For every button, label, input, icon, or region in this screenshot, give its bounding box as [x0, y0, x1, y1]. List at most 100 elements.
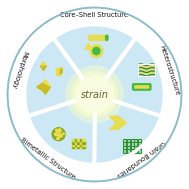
Bar — [130, 143, 134, 146]
Bar — [130, 149, 134, 153]
Bar — [77, 144, 80, 146]
Bar — [138, 146, 141, 149]
Circle shape — [60, 130, 61, 132]
Circle shape — [55, 134, 57, 136]
Circle shape — [57, 135, 59, 136]
Bar — [130, 149, 134, 153]
Circle shape — [146, 86, 149, 88]
Bar — [127, 139, 130, 142]
Circle shape — [138, 86, 140, 88]
Bar — [127, 149, 130, 153]
FancyBboxPatch shape — [132, 84, 151, 90]
Ellipse shape — [105, 35, 108, 40]
Circle shape — [25, 25, 164, 164]
Circle shape — [8, 8, 181, 181]
Bar — [127, 143, 130, 146]
Text: Grain Boundaries: Grain Boundaries — [116, 139, 166, 178]
Text: Morphology: Morphology — [10, 50, 28, 90]
Bar — [134, 143, 137, 146]
Circle shape — [59, 136, 60, 137]
Bar — [123, 149, 126, 153]
Bar — [127, 146, 130, 149]
Bar — [134, 149, 137, 153]
Bar — [82, 146, 84, 148]
Bar — [75, 146, 77, 148]
Circle shape — [59, 129, 60, 130]
Bar — [82, 141, 84, 144]
Text: Heterostructure: Heterostructure — [159, 44, 181, 96]
Circle shape — [60, 134, 61, 135]
Bar — [134, 139, 137, 142]
Bar — [138, 146, 141, 149]
Bar — [130, 146, 134, 149]
Bar — [130, 139, 134, 142]
Bar — [130, 146, 134, 149]
Polygon shape — [60, 68, 62, 75]
Bar — [80, 141, 82, 144]
Polygon shape — [56, 68, 62, 70]
Circle shape — [135, 86, 137, 88]
Ellipse shape — [88, 35, 91, 40]
Bar — [123, 146, 126, 149]
Polygon shape — [37, 83, 48, 91]
Bar — [127, 146, 130, 149]
Circle shape — [57, 131, 59, 133]
Bar — [90, 35, 107, 40]
Circle shape — [55, 133, 57, 135]
Circle shape — [72, 72, 117, 117]
Bar — [138, 64, 155, 76]
Polygon shape — [56, 70, 60, 75]
Circle shape — [57, 138, 58, 139]
Bar — [134, 146, 137, 149]
Circle shape — [93, 47, 100, 55]
Text: Bimetallic Structure: Bimetallic Structure — [20, 137, 77, 180]
Bar — [130, 139, 134, 142]
Bar — [127, 149, 130, 153]
Bar — [127, 139, 130, 142]
Bar — [123, 143, 126, 146]
Bar — [127, 149, 130, 153]
Bar — [138, 143, 141, 146]
Bar — [134, 143, 137, 146]
Bar — [123, 143, 126, 146]
Circle shape — [143, 86, 146, 88]
Bar — [127, 139, 130, 142]
Bar — [82, 139, 84, 141]
Bar — [77, 139, 80, 141]
Bar — [123, 146, 126, 149]
Bar — [130, 139, 134, 142]
Bar — [75, 139, 77, 141]
Polygon shape — [40, 66, 46, 70]
Bar — [72, 139, 75, 141]
Circle shape — [58, 131, 60, 132]
Bar — [75, 141, 77, 144]
Bar — [123, 143, 126, 146]
Bar — [127, 146, 130, 149]
Bar — [72, 141, 75, 144]
Bar — [130, 143, 134, 146]
Text: Core–Shell Structure: Core–Shell Structure — [60, 12, 129, 19]
Circle shape — [55, 133, 56, 135]
Bar — [80, 139, 82, 141]
Bar — [72, 146, 75, 148]
Bar — [72, 144, 75, 146]
Bar — [134, 149, 137, 153]
Circle shape — [90, 45, 103, 57]
Bar — [123, 149, 126, 153]
Circle shape — [56, 130, 58, 132]
Circle shape — [52, 128, 65, 141]
Bar — [134, 146, 137, 149]
Bar — [134, 143, 137, 146]
Bar — [134, 146, 137, 149]
Bar — [127, 143, 130, 146]
Bar — [138, 139, 141, 142]
Bar — [127, 143, 130, 146]
Bar — [123, 139, 126, 142]
Bar — [138, 139, 141, 142]
Bar — [75, 144, 77, 146]
Bar — [77, 146, 80, 148]
Bar — [123, 139, 126, 142]
Bar — [138, 149, 141, 153]
Bar — [77, 141, 80, 144]
Circle shape — [66, 66, 123, 123]
